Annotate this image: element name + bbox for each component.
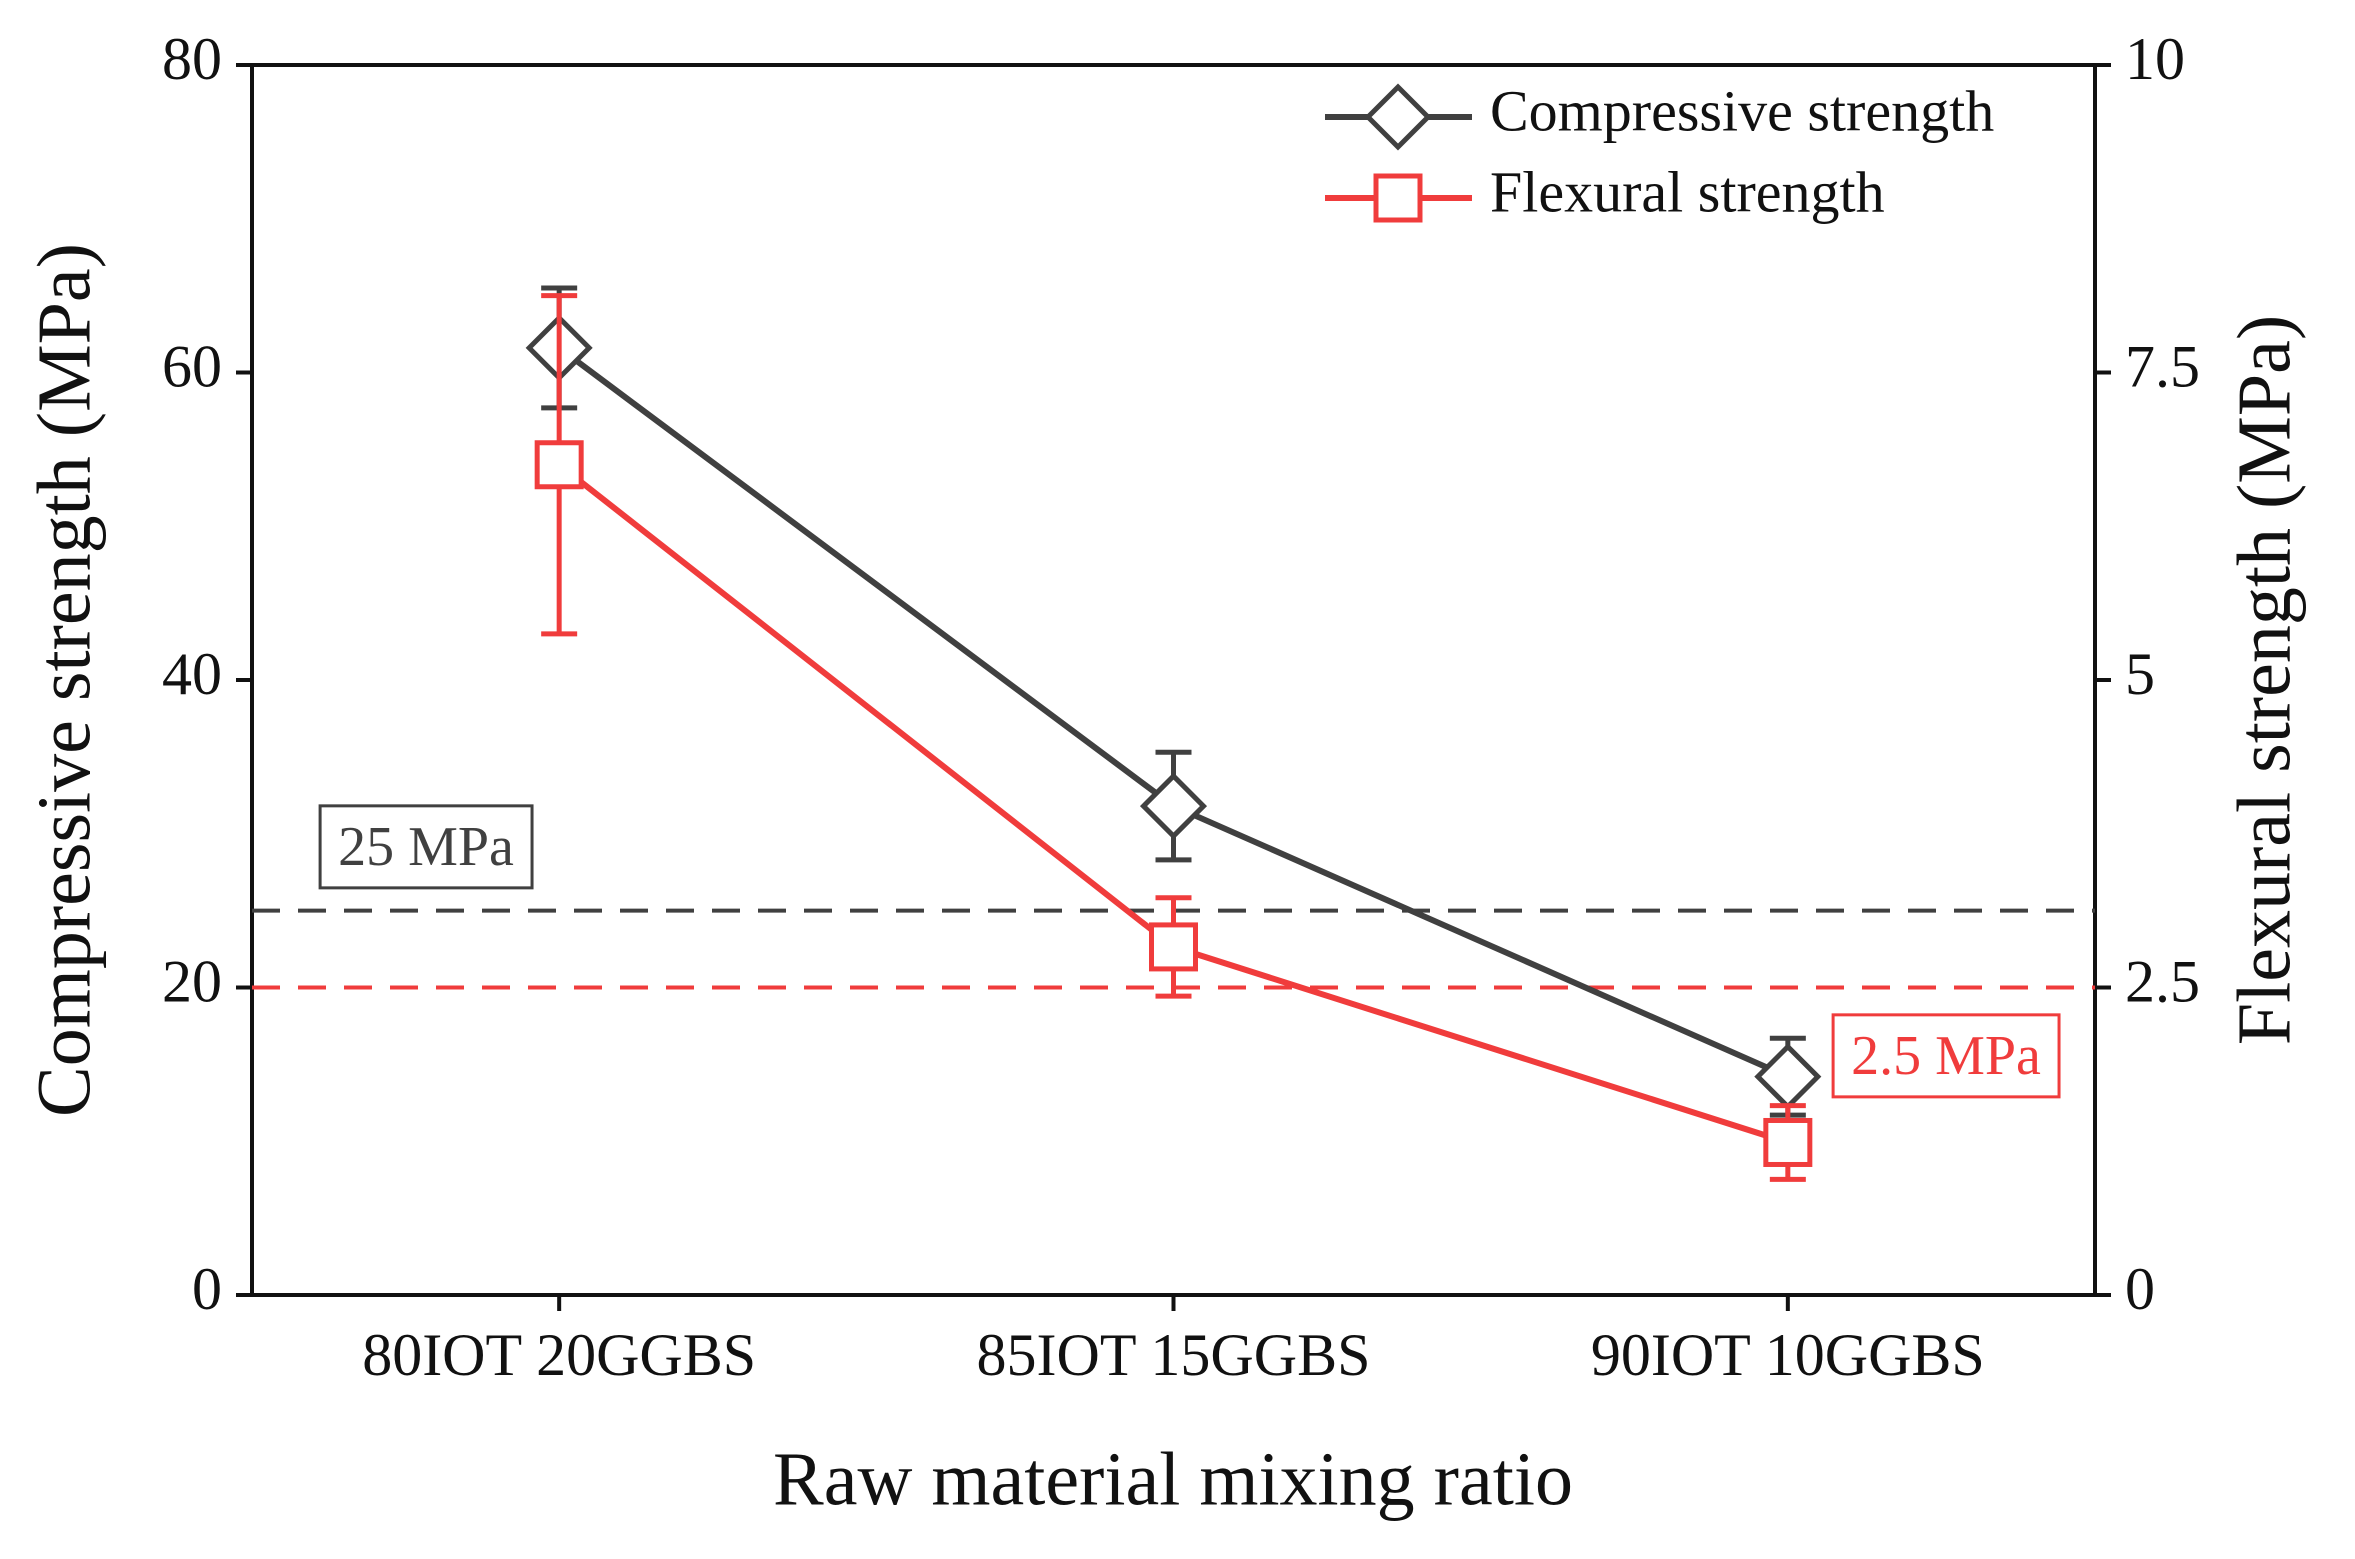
data-point [1754,1043,1822,1111]
y2-tick-label: 10 [2125,26,2185,92]
reference-label: 2.5 MPa [1851,1025,2041,1087]
x-tick-label: 85IOT 15GGBS [977,1322,1371,1388]
y-tick-label: 80 [162,26,222,92]
y-axis-title: Compressive strength (MPa) [22,243,106,1117]
legend-label: Flexural strength [1490,159,1885,224]
x-tick-label: 90IOT 10GGBS [1591,1322,1985,1388]
x-tick-label: 80IOT 20GGBS [362,1322,756,1388]
y2-axis-title: Flexural strength (MPa) [2222,315,2306,1045]
data-point [1149,922,1198,972]
plot-frame [250,63,2097,1297]
y-tick-label: 40 [162,641,222,707]
y-tick-label: 0 [192,1256,222,1322]
y2-tick-label: 2.5 [2125,948,2200,1014]
legend-marker [1364,83,1432,151]
legend-marker [1373,173,1423,223]
y-tick-label: 60 [162,333,222,399]
x-axis-title: Raw material mixing ratio [773,1437,1573,1521]
y2-tick-label: 5 [2125,641,2155,707]
reference-label-box [1831,1013,2061,1099]
y-tick-label: 20 [162,948,222,1014]
legend-label: Compressive strength [1490,78,1994,143]
data-point [1139,772,1208,840]
data-point [534,440,584,490]
reference-label: 25 MPa [338,816,514,878]
reference-label-box [318,804,534,890]
y2-tick-label: 7.5 [2125,333,2200,399]
y2-tick-label: 0 [2125,1256,2155,1322]
data-point [1763,1117,1813,1167]
